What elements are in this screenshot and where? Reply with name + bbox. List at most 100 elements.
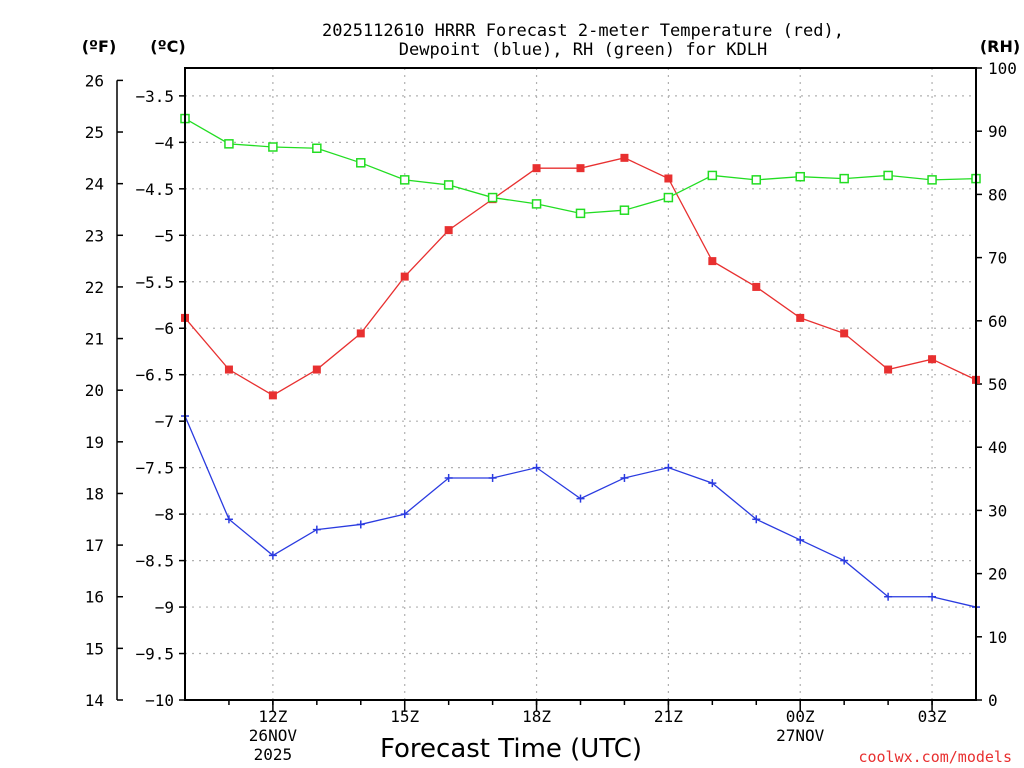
celsius-tick-label: −7.5 bbox=[135, 459, 174, 478]
rh-axis: 0 10 20 30 40 50 60 70 80 90 100 bbox=[976, 59, 1017, 710]
rh-point bbox=[487, 192, 498, 203]
x-tick-year: 2025 bbox=[254, 745, 293, 764]
dewpoint-point bbox=[356, 520, 365, 529]
x-tick-label: 12Z bbox=[258, 707, 287, 726]
rh-point bbox=[224, 139, 234, 149]
dewpoint-point bbox=[752, 515, 761, 524]
rh-tick-label: 30 bbox=[988, 501, 1007, 520]
fahrenheit-tick-label: 15 bbox=[85, 639, 104, 658]
rh-point bbox=[663, 192, 674, 203]
celsius-tick-label: −4 bbox=[155, 133, 174, 152]
celsius-tick-label: −6 bbox=[155, 319, 174, 338]
rh-tick-label: 70 bbox=[988, 249, 1007, 268]
temperature-point bbox=[884, 365, 893, 374]
rh-point bbox=[619, 205, 630, 215]
rh-point bbox=[751, 175, 762, 185]
temperature-point bbox=[928, 355, 937, 364]
celsius-tick-label: −4.5 bbox=[135, 180, 174, 199]
rh-point bbox=[839, 173, 849, 184]
dewpoint-point bbox=[444, 473, 453, 482]
temperature-point bbox=[708, 257, 717, 266]
temperature-point bbox=[444, 226, 453, 235]
x-tick-label: 00Z bbox=[786, 707, 815, 726]
temperature-point bbox=[664, 174, 673, 183]
data-series bbox=[180, 113, 981, 612]
dewpoint-point bbox=[488, 473, 497, 482]
dewpoint-point bbox=[312, 525, 321, 534]
celsius-tick-label: −5 bbox=[155, 226, 174, 245]
fahrenheit-tick-label: 21 bbox=[85, 330, 104, 349]
temperature-point bbox=[356, 329, 365, 338]
celsius-tick-label: −6.5 bbox=[135, 366, 174, 385]
grid-lines bbox=[185, 68, 976, 700]
celsius-axis: −10 −9.5 −9 −8.5 −8 −7.5 −7 −6.5 −6 −5.5 −5 −4.5 −4 −… bbox=[135, 87, 185, 710]
plot-frame bbox=[184, 67, 977, 701]
x-tick-label: 18Z bbox=[522, 707, 551, 726]
temperature-point bbox=[620, 153, 629, 162]
fahrenheit-axis: 14 15 16 17 18 19 20 21 22 23 24 25 26 bbox=[85, 71, 123, 710]
x-tick-label: 03Z bbox=[918, 707, 947, 726]
dewpoint-point bbox=[576, 494, 585, 503]
rh-tick-label: 80 bbox=[988, 185, 1007, 204]
fahrenheit-tick-label: 19 bbox=[85, 433, 104, 452]
temperature-point bbox=[752, 282, 761, 291]
dewpoint-point bbox=[708, 479, 717, 488]
temperature-point bbox=[576, 164, 585, 173]
dewpoint-point bbox=[532, 463, 541, 472]
fahrenheit-tick-label: 17 bbox=[85, 536, 104, 555]
celsius-tick-label: −3.5 bbox=[135, 87, 174, 106]
dewpoint-point bbox=[928, 592, 937, 601]
chart-title-line1: 2025112610 HRRR Forecast 2-meter Tempera… bbox=[322, 21, 844, 41]
fahrenheit-unit-label: (ºF) bbox=[82, 37, 117, 56]
celsius-tick-label: −8 bbox=[155, 505, 174, 524]
dewpoint-point bbox=[620, 473, 629, 482]
temperature-point bbox=[400, 272, 409, 281]
celsius-unit-label: (ºC) bbox=[150, 37, 185, 56]
temperature-point bbox=[224, 365, 233, 374]
fahrenheit-tick-label: 16 bbox=[85, 588, 104, 607]
rh-tick-label: 20 bbox=[988, 565, 1007, 584]
celsius-tick-label: −9 bbox=[155, 598, 174, 617]
rh-tick-label: 100 bbox=[988, 59, 1017, 78]
celsius-tick-label: −10 bbox=[145, 691, 174, 710]
dewpoint-point bbox=[796, 535, 805, 544]
rh-point bbox=[268, 142, 278, 152]
rh-unit-label: (RH) bbox=[980, 37, 1020, 56]
dewpoint-point bbox=[884, 592, 893, 601]
temperature-point bbox=[312, 365, 321, 374]
fahrenheit-tick-label: 18 bbox=[85, 484, 104, 503]
rh-tick-label: 0 bbox=[988, 691, 998, 710]
rh-tick-label: 60 bbox=[988, 312, 1007, 331]
chart-title-line2: Dewpoint (blue), RH (green) for KDLH bbox=[399, 40, 767, 60]
dewpoint-point bbox=[840, 556, 849, 565]
temperature-point bbox=[840, 329, 849, 338]
fahrenheit-tick-label: 20 bbox=[85, 381, 104, 400]
x-tick-label: 21Z bbox=[654, 707, 683, 726]
celsius-tick-label: −5.5 bbox=[135, 273, 174, 292]
credit-text: coolwx.com/models bbox=[858, 748, 1012, 766]
temperature-point bbox=[796, 313, 805, 322]
rh-point bbox=[707, 170, 718, 181]
rh-point bbox=[443, 180, 454, 190]
fahrenheit-tick-label: 22 bbox=[85, 278, 104, 297]
x-axis-title: Forecast Time (UTC) bbox=[380, 734, 642, 764]
rh-point bbox=[795, 171, 805, 182]
celsius-tick-label: −7 bbox=[155, 412, 174, 431]
rh-point bbox=[356, 158, 366, 168]
rh-tick-label: 50 bbox=[988, 375, 1007, 394]
celsius-tick-label: −8.5 bbox=[135, 552, 174, 571]
rh-point bbox=[531, 199, 542, 209]
celsius-tick-label: −9.5 bbox=[135, 645, 174, 664]
rh-point bbox=[575, 208, 586, 219]
fahrenheit-tick-label: 26 bbox=[85, 71, 104, 90]
x-tick-label: 15Z bbox=[390, 707, 419, 726]
rh-point bbox=[927, 175, 937, 185]
rh-tick-label: 10 bbox=[988, 628, 1007, 647]
dewpoint-point bbox=[664, 463, 673, 472]
rh-point bbox=[312, 143, 322, 154]
fahrenheit-tick-label: 24 bbox=[85, 175, 104, 194]
rh-tick-label: 90 bbox=[988, 122, 1007, 141]
fahrenheit-tick-label: 23 bbox=[85, 226, 104, 245]
dewpoint-point bbox=[268, 551, 277, 560]
